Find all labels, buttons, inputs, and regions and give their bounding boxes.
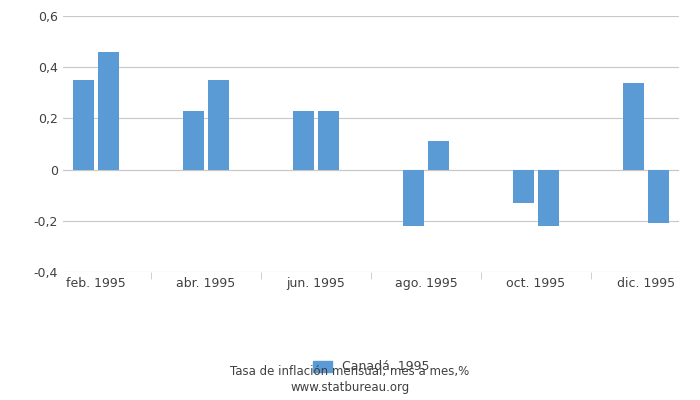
Bar	[183, 111, 204, 170]
Bar	[293, 111, 314, 170]
Bar	[74, 80, 95, 170]
Bar	[318, 111, 339, 170]
Bar	[648, 170, 668, 223]
Bar	[403, 170, 424, 226]
Text: Tasa de inflación mensual, mes a mes,%: Tasa de inflación mensual, mes a mes,%	[230, 366, 470, 378]
Text: www.statbureau.org: www.statbureau.org	[290, 382, 410, 394]
Bar	[624, 82, 644, 170]
Bar	[513, 170, 534, 203]
Bar	[428, 142, 449, 170]
Bar	[538, 170, 559, 226]
Bar	[208, 80, 228, 170]
Legend: Canadá, 1995: Canadá, 1995	[308, 355, 434, 378]
Bar	[98, 52, 118, 170]
